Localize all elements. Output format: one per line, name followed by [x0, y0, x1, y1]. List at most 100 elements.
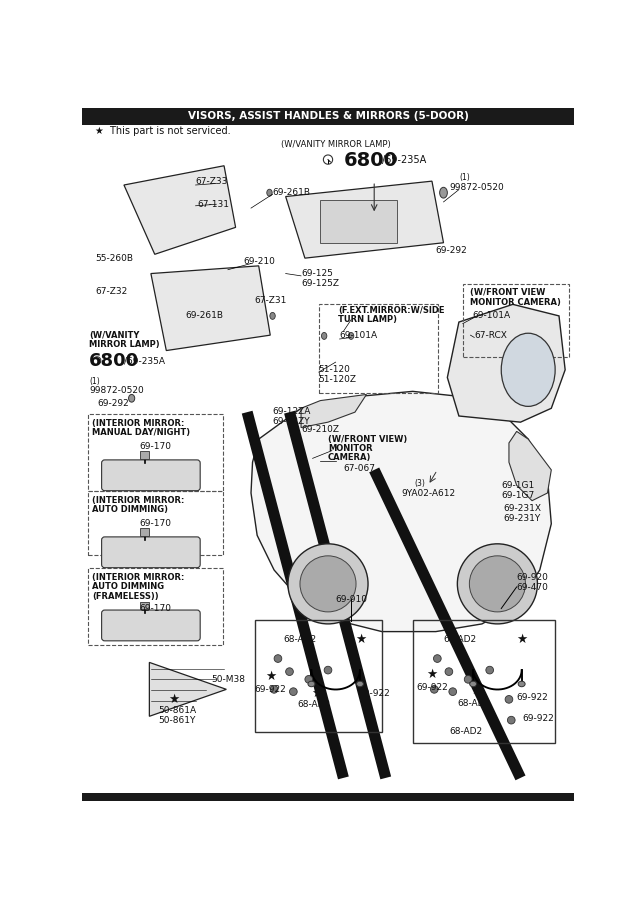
- Text: (W/FRONT VIEW): (W/FRONT VIEW): [328, 435, 407, 444]
- Ellipse shape: [305, 676, 312, 683]
- Text: MONITOR: MONITOR: [328, 444, 372, 453]
- Text: 6800: 6800: [344, 151, 397, 170]
- Text: ★: ★: [427, 668, 438, 680]
- Ellipse shape: [348, 332, 354, 339]
- Ellipse shape: [458, 544, 538, 624]
- Text: (1): (1): [90, 377, 100, 386]
- Ellipse shape: [464, 676, 472, 683]
- Bar: [88, 491, 223, 554]
- Text: 69-231Y: 69-231Y: [504, 514, 541, 523]
- Bar: [413, 620, 555, 743]
- Polygon shape: [509, 431, 551, 500]
- Ellipse shape: [508, 716, 515, 724]
- Polygon shape: [301, 394, 367, 428]
- Ellipse shape: [274, 654, 282, 662]
- Bar: [88, 414, 223, 490]
- Bar: [319, 304, 438, 393]
- Text: (W/VANITY MIRROR LAMP): (W/VANITY MIRROR LAMP): [281, 140, 390, 148]
- Bar: [255, 620, 382, 732]
- Text: /69-235A: /69-235A: [382, 156, 426, 166]
- Ellipse shape: [486, 666, 493, 674]
- Text: (1): (1): [459, 173, 470, 182]
- Ellipse shape: [440, 187, 447, 198]
- Bar: [140, 601, 149, 609]
- Text: 68-AD2: 68-AD2: [444, 634, 477, 644]
- Text: 69-922: 69-922: [417, 682, 448, 691]
- FancyBboxPatch shape: [102, 460, 200, 491]
- Polygon shape: [151, 266, 270, 351]
- Ellipse shape: [449, 688, 456, 696]
- Text: AUTO DIMMING: AUTO DIMMING: [92, 582, 164, 591]
- Text: CAMERA): CAMERA): [328, 453, 371, 462]
- Text: MONITOR CAMERA): MONITOR CAMERA): [470, 298, 561, 307]
- Ellipse shape: [518, 681, 525, 687]
- Text: 69-12ZA: 69-12ZA: [273, 407, 311, 416]
- Text: 68-AD2: 68-AD2: [297, 700, 330, 709]
- Text: 68-AD2: 68-AD2: [450, 727, 483, 736]
- FancyBboxPatch shape: [102, 610, 200, 641]
- Text: (INTERIOR MIRROR:: (INTERIOR MIRROR:: [92, 419, 185, 428]
- Ellipse shape: [505, 696, 513, 703]
- Text: 67-131: 67-131: [197, 200, 229, 209]
- Ellipse shape: [445, 668, 452, 676]
- Text: ★: ★: [355, 633, 366, 646]
- Text: ★: ★: [265, 670, 276, 683]
- Polygon shape: [447, 304, 565, 422]
- Text: 69-922: 69-922: [359, 688, 390, 698]
- Text: 68-AD2: 68-AD2: [458, 698, 490, 707]
- Polygon shape: [251, 392, 551, 632]
- Text: 69-210Z: 69-210Z: [301, 426, 339, 435]
- Text: 69-292: 69-292: [97, 400, 129, 409]
- Text: 51-120: 51-120: [319, 365, 351, 374]
- Text: 50-861A: 50-861A: [159, 706, 196, 716]
- Text: MANUAL DAY/NIGHT): MANUAL DAY/NIGHT): [92, 428, 191, 437]
- Text: 50-M38: 50-M38: [211, 675, 245, 684]
- Text: /69-235A: /69-235A: [124, 356, 165, 365]
- Ellipse shape: [289, 688, 297, 696]
- Text: 69-922: 69-922: [255, 685, 287, 694]
- Text: 67-Z32: 67-Z32: [95, 287, 128, 296]
- Text: ★: ★: [311, 687, 323, 699]
- Text: 99872-0520: 99872-0520: [90, 386, 144, 395]
- Text: 69-261B: 69-261B: [186, 311, 223, 320]
- Text: 69-12ZY: 69-12ZY: [273, 417, 310, 426]
- Text: (W/VANITY: (W/VANITY: [90, 330, 140, 339]
- Bar: [82, 108, 575, 125]
- Text: 69-922: 69-922: [522, 714, 554, 723]
- Text: AUTO DIMMING): AUTO DIMMING): [92, 506, 168, 515]
- Text: 67-067: 67-067: [344, 464, 376, 472]
- Ellipse shape: [324, 666, 332, 674]
- Text: 51-120Z: 51-120Z: [319, 375, 356, 384]
- Text: (INTERIOR MIRROR:: (INTERIOR MIRROR:: [92, 573, 185, 582]
- Text: ★  This part is not serviced.: ★ This part is not serviced.: [95, 126, 231, 136]
- Text: 69-922: 69-922: [516, 693, 548, 702]
- Text: 67-Z31: 67-Z31: [255, 296, 287, 305]
- Text: 69-910: 69-910: [335, 595, 367, 604]
- Text: 69-1G7: 69-1G7: [501, 491, 534, 500]
- Text: 69-231X: 69-231X: [504, 504, 541, 513]
- Polygon shape: [124, 166, 236, 255]
- Text: 9YA02-A612: 9YA02-A612: [401, 489, 455, 498]
- Polygon shape: [285, 181, 444, 258]
- FancyBboxPatch shape: [102, 537, 200, 568]
- Bar: [82, 793, 575, 801]
- Text: 69-920: 69-920: [516, 573, 548, 582]
- Ellipse shape: [267, 189, 272, 196]
- Bar: [463, 284, 569, 356]
- Ellipse shape: [308, 681, 315, 687]
- Text: 69-261B: 69-261B: [273, 188, 310, 197]
- Text: 50-861Y: 50-861Y: [159, 716, 196, 725]
- Ellipse shape: [501, 333, 555, 407]
- Text: ★: ★: [516, 633, 528, 646]
- Ellipse shape: [129, 394, 135, 402]
- Text: MIRROR LAMP): MIRROR LAMP): [90, 340, 160, 349]
- Ellipse shape: [433, 654, 441, 662]
- Text: 69-292: 69-292: [436, 246, 468, 255]
- Text: (FRAMELESS)): (FRAMELESS)): [92, 591, 159, 600]
- Text: 69-125: 69-125: [301, 269, 333, 278]
- Text: 69-170: 69-170: [140, 519, 172, 528]
- Ellipse shape: [270, 312, 275, 319]
- Ellipse shape: [470, 681, 477, 687]
- Text: 55-260B: 55-260B: [95, 254, 134, 263]
- Ellipse shape: [431, 686, 438, 693]
